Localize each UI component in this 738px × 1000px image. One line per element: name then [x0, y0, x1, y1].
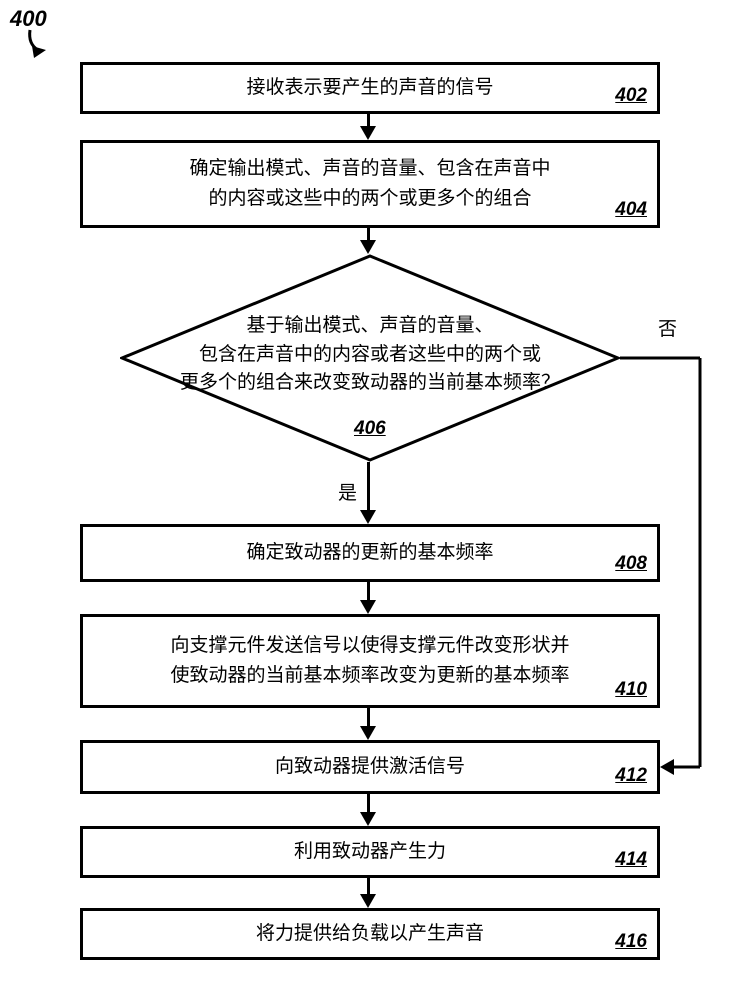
process-412: 向致动器提供激活信号 412 [80, 740, 660, 794]
process-410-text: 向支撑元件发送信号以使得支撑元件改变形状并 使致动器的当前基本频率改变为更新的基… [170, 631, 569, 692]
process-414-text: 利用致动器产生力 [294, 837, 446, 867]
process-416-text: 将力提供给负载以产生声音 [256, 919, 484, 949]
process-408-text: 确定致动器的更新的基本频率 [246, 538, 493, 568]
process-412-text: 向致动器提供激活信号 [275, 752, 465, 782]
process-408: 确定致动器的更新的基本频率 408 [80, 524, 660, 582]
process-410: 向支撑元件发送信号以使得支撑元件改变形状并 使致动器的当前基本频率改变为更新的基… [80, 614, 660, 708]
process-412-ref: 412 [615, 765, 647, 787]
process-416: 将力提供给负载以产生声音 416 [80, 908, 660, 960]
process-408-ref: 408 [615, 553, 647, 575]
process-416-ref: 416 [615, 931, 647, 953]
process-414-ref: 414 [615, 849, 647, 871]
process-414: 利用致动器产生力 414 [80, 826, 660, 878]
process-410-ref: 410 [615, 679, 647, 701]
